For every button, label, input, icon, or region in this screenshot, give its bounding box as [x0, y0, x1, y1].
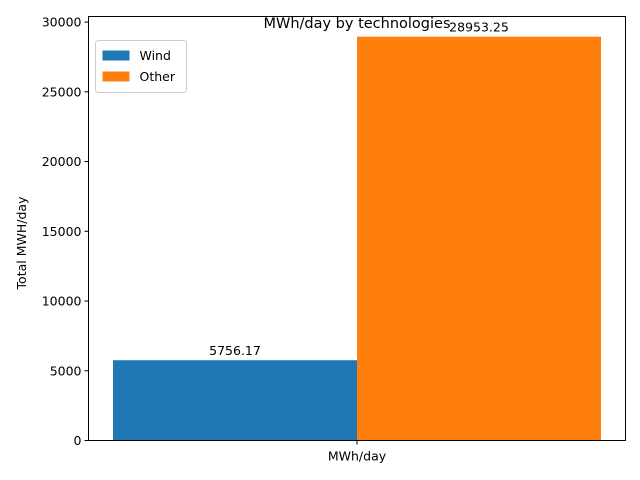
- y-tick-label: 10000: [42, 294, 82, 309]
- x-tick-label: MWh/day: [328, 449, 387, 464]
- y-tick-label: 20000: [42, 154, 82, 169]
- bar-labels-layer: 5756.17 28953.25: [209, 20, 509, 359]
- y-tick-label: 15000: [42, 224, 82, 239]
- legend-swatch-other: [102, 71, 130, 82]
- plot-frame: [88, 16, 626, 441]
- y-tick-label: 30000: [42, 15, 82, 30]
- y-tick-label: 5000: [50, 363, 82, 378]
- bar-value-label-other: 28953.25: [449, 20, 509, 35]
- bar-other: [357, 36, 601, 441]
- y-axis-label: Total MWH/day: [14, 196, 29, 291]
- y-tick-label: 0: [74, 433, 82, 448]
- legend-label-other: Other: [140, 69, 176, 84]
- bar-value-label-wind: 5756.17: [209, 343, 261, 358]
- legend-swatch-wind: [102, 50, 130, 61]
- bar-wind: [113, 360, 357, 441]
- y-tick-label: 25000: [42, 84, 82, 99]
- y-ticks-layer: 0 5000 10000 15000 20000 25000 30000: [42, 15, 89, 448]
- legend: Wind Other: [95, 40, 187, 93]
- legend-label-wind: Wind: [140, 48, 171, 63]
- chart-title: MWh/day by technologies: [263, 16, 450, 32]
- x-ticks-layer: MWh/day: [328, 440, 387, 464]
- bars-layer: [113, 36, 601, 441]
